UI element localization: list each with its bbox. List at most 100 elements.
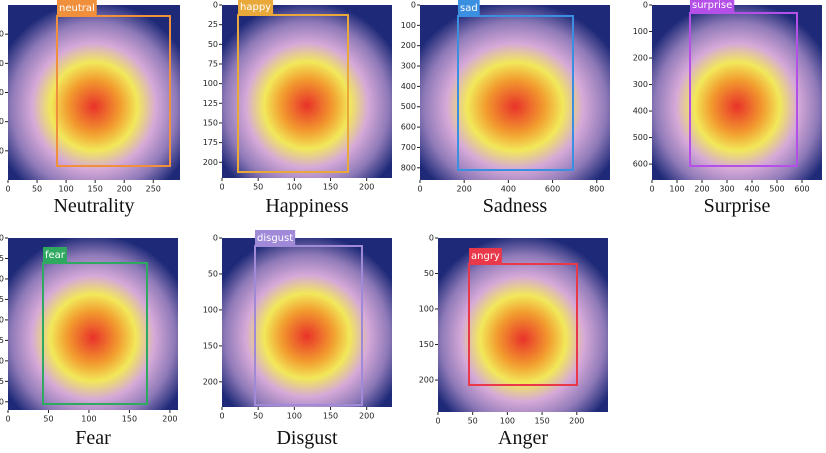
emotion-label: neutral xyxy=(59,3,95,14)
y-tick-label: 400 xyxy=(401,82,416,91)
x-tick-label: 50 xyxy=(43,415,53,424)
x-tick-label: 250 xyxy=(146,185,161,194)
emotion-label: surprise xyxy=(692,0,732,11)
y-tick-label: 100 xyxy=(0,315,4,324)
x-tick-label: 200 xyxy=(359,412,374,421)
face-heatmap xyxy=(8,5,180,180)
x-tick-label: 100 xyxy=(81,415,96,424)
caption: Fear xyxy=(75,427,111,449)
x-tick-label: 800 xyxy=(589,185,604,194)
emotion-label: disgust xyxy=(257,233,293,244)
x-tick-label: 150 xyxy=(122,415,137,424)
x-tick-label: 200 xyxy=(569,417,584,426)
y-tick-label: 50 xyxy=(208,269,218,278)
y-tick-label: 150 xyxy=(203,341,218,350)
x-tick-label: 0 xyxy=(219,183,224,192)
bounding-box xyxy=(689,12,798,167)
y-tick-label: 150 xyxy=(0,356,4,365)
y-tick-label: 300 xyxy=(401,62,416,71)
y-tick-label: 200 xyxy=(203,158,218,167)
y-tick-label: 600 xyxy=(401,123,416,132)
x-tick-label: 0 xyxy=(417,185,422,194)
y-tick-label: 100 xyxy=(203,305,218,314)
x-tick-label: 200 xyxy=(117,185,132,194)
y-tick-label: 125 xyxy=(0,336,4,345)
bounding-box xyxy=(468,263,578,386)
x-tick-label: 600 xyxy=(794,185,809,194)
x-tick-label: 0 xyxy=(5,415,10,424)
x-tick-label: 0 xyxy=(219,412,224,421)
y-tick-label: 100 xyxy=(401,21,416,30)
y-tick-label: 0 xyxy=(213,1,218,10)
x-tick-label: 600 xyxy=(545,185,560,194)
y-tick-label: 50 xyxy=(0,274,4,283)
y-tick-label: 75 xyxy=(208,59,218,68)
face-heatmap xyxy=(8,238,178,410)
x-tick-label: 50 xyxy=(253,183,263,192)
y-tick-label: 125 xyxy=(203,99,218,108)
y-tick-label: 50 xyxy=(424,269,434,278)
x-tick-label: 200 xyxy=(694,185,709,194)
caption: Neutrality xyxy=(53,195,134,217)
face-heatmap xyxy=(652,5,822,180)
x-tick-label: 100 xyxy=(500,417,515,426)
y-tick-label: 500 xyxy=(633,133,648,142)
y-tick-label: 25 xyxy=(0,254,4,263)
x-tick-label: 0 xyxy=(435,417,440,426)
label-tag xyxy=(57,0,97,16)
y-tick-label: 0 xyxy=(429,234,434,243)
x-tick-label: 0 xyxy=(5,185,10,194)
y-tick-label: 200 xyxy=(419,376,434,385)
y-tick-label: 175 xyxy=(203,138,218,147)
y-tick-label: 0 xyxy=(0,234,4,243)
x-tick-label: 400 xyxy=(744,185,759,194)
y-tick-label: 400 xyxy=(633,107,648,116)
caption: Disgust xyxy=(276,427,338,449)
x-tick-label: 150 xyxy=(88,185,103,194)
label-tag xyxy=(43,247,67,263)
bounding-box xyxy=(457,15,574,171)
caption: Surprise xyxy=(704,195,771,217)
emotion-label: fear xyxy=(45,250,66,261)
bounding-box xyxy=(237,14,349,173)
y-tick-label: 25 xyxy=(208,20,218,29)
y-tick-label: 175 xyxy=(0,377,4,386)
y-tick-label: 150 xyxy=(203,118,218,127)
y-tick-label: 500 xyxy=(401,102,416,111)
y-tick-label: 200 xyxy=(0,117,4,126)
x-tick-label: 50 xyxy=(32,185,42,194)
y-tick-label: 200 xyxy=(203,377,218,386)
x-tick-label: 0 xyxy=(649,185,654,194)
y-tick-label: 700 xyxy=(401,143,416,152)
y-tick-label: 0 xyxy=(213,234,218,243)
y-tick-label: 250 xyxy=(0,146,4,155)
bounding-box xyxy=(56,15,171,167)
bounding-box xyxy=(254,245,363,406)
face-heatmap xyxy=(420,5,610,180)
y-tick-label: 300 xyxy=(633,80,648,89)
y-tick-label: 100 xyxy=(419,305,434,314)
y-tick-label: 0 xyxy=(411,1,416,10)
x-tick-label: 200 xyxy=(359,183,374,192)
caption: Anger xyxy=(498,427,548,449)
y-tick-label: 150 xyxy=(0,88,4,97)
y-tick-label: 150 xyxy=(419,340,434,349)
y-tick-label: 50 xyxy=(0,30,4,39)
x-tick-label: 400 xyxy=(501,185,516,194)
x-tick-label: 500 xyxy=(769,185,784,194)
x-tick-label: 150 xyxy=(534,417,549,426)
label-tag xyxy=(238,0,274,15)
y-tick-label: 800 xyxy=(401,163,416,172)
x-tick-label: 50 xyxy=(468,417,478,426)
y-tick-label: 200 xyxy=(401,41,416,50)
y-tick-label: 50 xyxy=(208,40,218,49)
x-tick-label: 100 xyxy=(669,185,684,194)
face-heatmap xyxy=(438,238,608,412)
bounding-box xyxy=(42,262,148,405)
y-tick-label: 100 xyxy=(0,59,4,68)
y-tick-label: 100 xyxy=(633,27,648,36)
x-tick-label: 200 xyxy=(457,185,472,194)
caption: Sadness xyxy=(483,195,548,217)
